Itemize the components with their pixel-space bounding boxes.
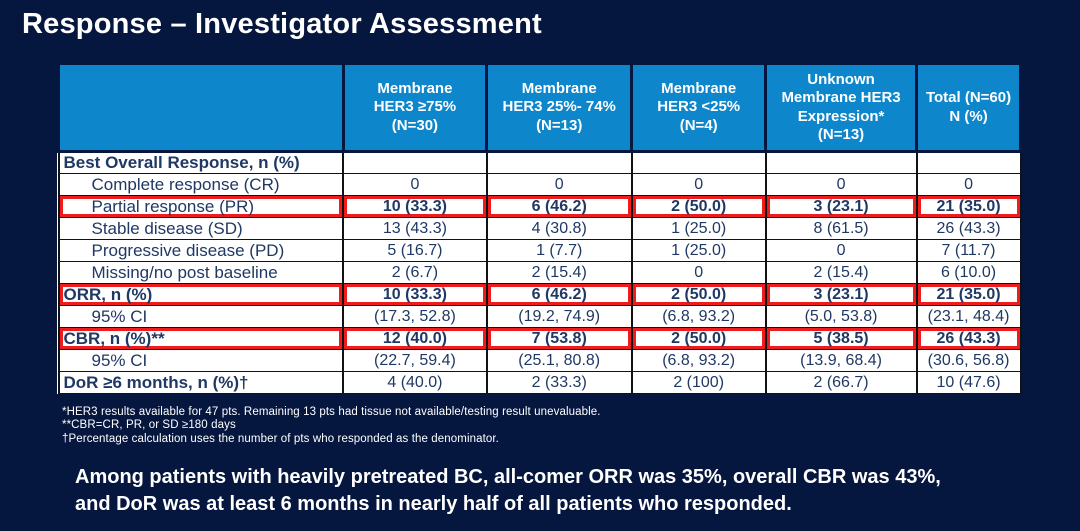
response-table: Membrane HER3 ≥75% (N=30) Membrane HER3 … (57, 62, 1022, 394)
value-cell: 0 (764, 173, 918, 196)
table-row: Partial response (PR) 10 (33.3) 6 (46.2) 2 … (57, 195, 1022, 218)
value-cell (630, 151, 767, 174)
row-label: ORR, n (%) (57, 283, 345, 306)
value-cell: 1 (7.7) (485, 239, 633, 262)
row-label: CBR, n (%)** (57, 327, 345, 350)
value-cell (764, 151, 918, 174)
table-row: Stable disease (SD) 13 (43.3) 4 (30.8) 1 (2… (57, 217, 1022, 240)
value-cell: 6 (46.2) (485, 283, 633, 306)
header-cell-unknown: Unknown Membrane HER3 Expression* (N=13) (764, 62, 919, 153)
value-cell: 2 (50.0) (630, 327, 767, 350)
value-cell: 21 (35.0) (915, 195, 1022, 218)
value-cell: 0 (630, 261, 767, 284)
value-cell (342, 151, 488, 174)
value-cell: 7 (11.7) (915, 239, 1022, 262)
row-label: DoR ≥6 months, n (%)† (57, 371, 345, 394)
value-cell: 3 (23.1) (764, 195, 918, 218)
value-cell: 2 (33.3) (485, 371, 633, 394)
value-cell: (30.6, 56.8) (915, 349, 1022, 372)
value-cell: 12 (40.0) (342, 327, 488, 350)
summary-line-2: and DoR was at least 6 months in nearly … (75, 493, 792, 515)
header-cell-her3-25-74: Membrane HER3 25%- 74% (N=13) (485, 62, 634, 153)
value-cell (915, 151, 1022, 174)
value-cell: 3 (23.1) (764, 283, 918, 306)
table-row: Progressive disease (PD) 5 (16.7) 1 (7.7) 1… (57, 239, 1022, 262)
table-row: Best Overall Response, n (%) (57, 151, 1022, 174)
table-body: Best Overall Response, n (%) Complete res… (57, 151, 1022, 394)
row-label: Complete response (CR) (57, 173, 345, 196)
value-cell: 2 (6.7) (342, 261, 488, 284)
value-cell: 4 (40.0) (342, 371, 488, 394)
value-cell: (13.9, 68.4) (764, 349, 918, 372)
value-cell: (22.7, 59.4) (342, 349, 488, 372)
value-cell (485, 151, 633, 174)
value-cell: (17.3, 52.8) (342, 305, 488, 328)
header-cell-total: Total (N=60) N (%) (915, 62, 1022, 153)
summary-statement: Among patients with heavily pretreated B… (75, 464, 941, 518)
footnote-cbr-definition: **CBR=CR, PR, or SD ≥180 days (62, 419, 236, 432)
value-cell: 0 (764, 239, 918, 262)
value-cell: 10 (33.3) (342, 283, 488, 306)
value-cell: 2 (50.0) (630, 283, 767, 306)
footnote-percentage-calc: †Percentage calculation uses the number … (62, 432, 499, 445)
row-label: Best Overall Response, n (%) (57, 151, 345, 174)
value-cell: 26 (43.3) (915, 327, 1022, 350)
value-cell: 2 (100) (630, 371, 767, 394)
value-cell: 0 (342, 173, 488, 196)
response-table-container: Membrane HER3 ≥75% (N=30) Membrane HER3 … (57, 62, 1022, 394)
value-cell: 1 (25.0) (630, 239, 767, 262)
value-cell: 8 (61.5) (764, 217, 918, 240)
row-label: Partial response (PR) (57, 195, 345, 218)
table-row: DoR ≥6 months, n (%)† 4 (40.0) 2 (33.3) 2 (… (57, 371, 1022, 394)
slide-title: Response – Investigator Assessment (22, 8, 542, 40)
table-row: 95% CI (22.7, 59.4) (25.1, 80.8) (6.8, 93.2… (57, 349, 1022, 372)
value-cell: (5.0, 53.8) (764, 305, 918, 328)
value-cell: 6 (46.2) (485, 195, 633, 218)
row-label: 95% CI (57, 349, 345, 372)
value-cell: (23.1, 48.4) (915, 305, 1022, 328)
row-label: Stable disease (SD) (57, 217, 345, 240)
table-row: 95% CI (17.3, 52.8) (19.2, 74.9) (6.8, 93.2… (57, 305, 1022, 328)
value-cell: 2 (15.4) (764, 261, 918, 284)
value-cell: 26 (43.3) (915, 217, 1022, 240)
table-row: Complete response (CR) 0 0 0 0 0 (57, 173, 1022, 196)
value-cell: 1 (25.0) (630, 217, 767, 240)
footnotes: *HER3 results available for 47 pts. Rema… (62, 406, 601, 446)
row-label: Progressive disease (PD) (57, 239, 345, 262)
value-cell: 7 (53.8) (485, 327, 633, 350)
value-cell: (6.8, 93.2) (630, 305, 767, 328)
value-cell: 6 (10.0) (915, 261, 1022, 284)
table-row: ORR, n (%) 10 (33.3) 6 (46.2) 2 (50.0) 3 (23… (57, 283, 1022, 306)
row-label: Missing/no post baseline (57, 261, 345, 284)
header-cell-her3-ge75: Membrane HER3 ≥75% (N=30) (341, 62, 489, 153)
summary-line-1: Among patients with heavily pretreated B… (75, 466, 941, 488)
value-cell: 4 (30.8) (485, 217, 633, 240)
value-cell: 21 (35.0) (915, 283, 1022, 306)
table-header-row: Membrane HER3 ≥75% (N=30) Membrane HER3 … (57, 62, 1022, 153)
value-cell: 2 (15.4) (485, 261, 633, 284)
value-cell: 5 (16.7) (342, 239, 488, 262)
header-cell-empty (57, 62, 345, 153)
value-cell: 2 (66.7) (764, 371, 918, 394)
footnote-her3-results: *HER3 results available for 47 pts. Rema… (62, 406, 601, 418)
value-cell: 10 (33.3) (342, 195, 488, 218)
header-cell-her3-lt25: Membrane HER3 <25% (N=4) (630, 62, 768, 153)
row-label: 95% CI (57, 305, 345, 328)
table-row: Missing/no post baseline 2 (6.7) 2 (15.4) 0… (57, 261, 1022, 284)
value-cell: (6.8, 93.2) (630, 349, 767, 372)
table-row: CBR, n (%)** 12 (40.0) 7 (53.8) 2 (50.0) 5 (… (57, 327, 1022, 350)
value-cell: 0 (915, 173, 1022, 196)
value-cell: (19.2, 74.9) (485, 305, 633, 328)
value-cell: 5 (38.5) (764, 327, 918, 350)
value-cell: 13 (43.3) (342, 217, 488, 240)
value-cell: 0 (485, 173, 633, 196)
value-cell: 0 (630, 173, 767, 196)
value-cell: (25.1, 80.8) (485, 349, 633, 372)
value-cell: 2 (50.0) (630, 195, 767, 218)
value-cell: 10 (47.6) (915, 371, 1022, 394)
